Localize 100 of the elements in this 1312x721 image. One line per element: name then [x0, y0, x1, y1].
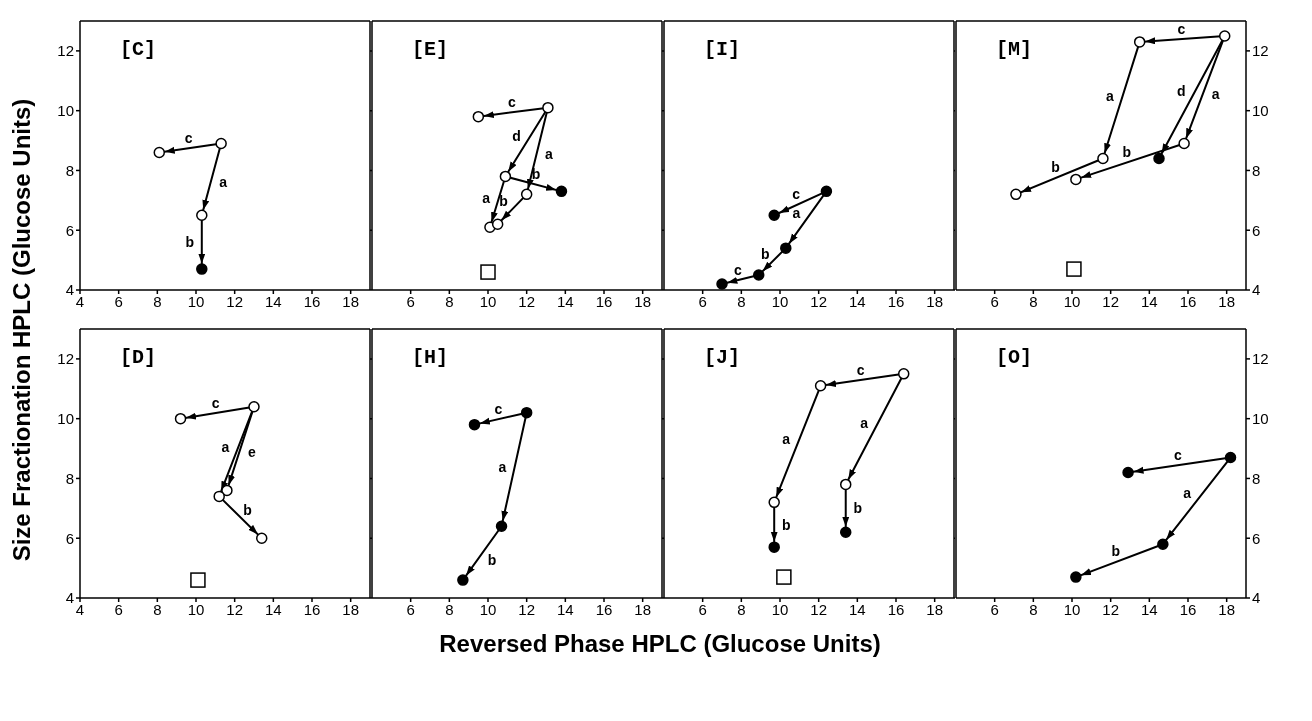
y-tick-label: 12 — [57, 350, 74, 368]
x-tick-label: 6 — [114, 292, 123, 310]
y-tick-label: 4 — [65, 281, 74, 299]
x-tick-label: 12 — [810, 292, 828, 310]
y2-tick-label: 4 — [1252, 589, 1261, 607]
x-tick-label: 14 — [848, 292, 866, 310]
x-tick-label: 14 — [556, 600, 574, 618]
x-tick-label: 12 — [1102, 292, 1120, 310]
series-label: c — [184, 130, 193, 147]
x-tick-label: 6 — [698, 292, 707, 310]
x-tick-label: 8 — [153, 600, 162, 618]
series-label: b — [1122, 143, 1132, 160]
series-label: b — [499, 192, 508, 209]
series-label: b — [781, 516, 791, 533]
x-tick-label: 6 — [990, 600, 999, 618]
x-tick-label: 14 — [1140, 600, 1158, 618]
x-tick-label: 10 — [187, 600, 205, 618]
text: [D] — [120, 346, 157, 369]
series-label: a — [860, 415, 869, 432]
x-tick-label: 6 — [114, 600, 123, 618]
series-label: c — [211, 394, 220, 411]
series-label: a — [482, 190, 491, 207]
x-tick-label: 18 — [926, 292, 944, 310]
x-tick-label: 16 — [303, 292, 321, 310]
series-label: b — [243, 502, 252, 519]
x-tick-label: 10 — [771, 600, 789, 618]
x-tick-label: 10 — [771, 292, 789, 310]
text: [H] — [412, 346, 449, 369]
x-tick-label: 18 — [1218, 292, 1236, 310]
x-tick-label: 16 — [1179, 292, 1197, 310]
x-tick-label: 6 — [406, 292, 415, 310]
series-label: c — [1177, 20, 1186, 37]
series-label: b — [487, 552, 497, 569]
x-tick-label: 16 — [1179, 600, 1197, 618]
series-label: c — [856, 361, 865, 378]
x-tick-label: 16 — [887, 292, 905, 310]
x-tick-label: 12 — [518, 600, 536, 618]
y-tick-label: 10 — [57, 101, 74, 119]
series-label: a — [1183, 485, 1192, 502]
x-tick-label: 18 — [342, 292, 360, 310]
series-label: d — [512, 127, 521, 144]
x-tick-label: 12 — [810, 600, 828, 618]
series-label: a — [1105, 88, 1114, 105]
x-tick-label: 14 — [556, 292, 574, 310]
x-tick-label: 8 — [737, 292, 746, 310]
y-tick-label: 4 — [65, 589, 74, 607]
x-tick-label: 10 — [1063, 600, 1081, 618]
x-tick-label: 14 — [1140, 292, 1158, 310]
y2-tick-label: 6 — [1252, 221, 1261, 239]
x-tick-label: 16 — [595, 600, 613, 618]
y-tick-label: 8 — [65, 161, 74, 179]
series-label: a — [545, 145, 554, 162]
series-label: b — [1051, 159, 1060, 176]
x-tick-label: 18 — [1218, 600, 1236, 618]
series-label: c — [494, 400, 503, 417]
series-label: b — [760, 246, 770, 263]
x-tick-label: 8 — [153, 292, 162, 310]
series-label: e — [247, 444, 256, 461]
series-label: a — [498, 458, 507, 475]
x-tick-label: 12 — [1102, 600, 1120, 618]
x-tick-label: 10 — [479, 292, 497, 310]
x-tick-label: 14 — [264, 292, 282, 310]
x-tick-label: 18 — [634, 292, 652, 310]
x-tick-label: 12 — [226, 600, 244, 618]
y2-tick-label: 8 — [1252, 161, 1261, 179]
series-label: a — [792, 204, 801, 221]
x-tick-label: 10 — [1063, 292, 1081, 310]
x-tick-label: 8 — [445, 292, 454, 310]
x-tick-label: 14 — [848, 600, 866, 618]
y-tick-label: 10 — [57, 409, 74, 427]
x-tick-label: 8 — [1029, 600, 1038, 618]
x-tick-label: 6 — [990, 292, 999, 310]
text: [O] — [996, 346, 1033, 369]
series-label: b — [185, 234, 195, 251]
x-tick-label: 16 — [303, 600, 321, 618]
series-label: a — [1211, 85, 1220, 102]
y2-tick-label: 8 — [1252, 469, 1261, 487]
series-label: a — [219, 174, 228, 191]
y-tick-label: 6 — [65, 529, 74, 547]
y2-tick-label: 10 — [1252, 101, 1269, 119]
y2-tick-label: 12 — [1252, 42, 1269, 60]
x-tick-label: 16 — [595, 292, 613, 310]
series-label: b — [531, 166, 541, 183]
y2-tick-label: 10 — [1252, 409, 1269, 427]
x-tick-label: 10 — [479, 600, 497, 618]
x-tick-label: 14 — [264, 600, 282, 618]
y2-tick-label: 4 — [1252, 281, 1261, 299]
series-label: a — [782, 431, 791, 448]
text: [C] — [120, 38, 157, 61]
x-axis-title: Reversed Phase HPLC (Glucose Units) — [438, 630, 882, 658]
series-label: d — [1177, 83, 1186, 100]
series-label: c — [1173, 447, 1182, 464]
series-label: b — [853, 500, 863, 517]
text: [J] — [704, 346, 741, 369]
x-tick-label: 6 — [698, 600, 707, 618]
text: [M] — [996, 38, 1033, 61]
text: [E] — [412, 38, 449, 61]
y-axis-title: Size Fractionation HPLC (Glucose Units) — [8, 98, 36, 562]
x-tick-label: 8 — [445, 600, 454, 618]
x-tick-label: 10 — [187, 292, 205, 310]
